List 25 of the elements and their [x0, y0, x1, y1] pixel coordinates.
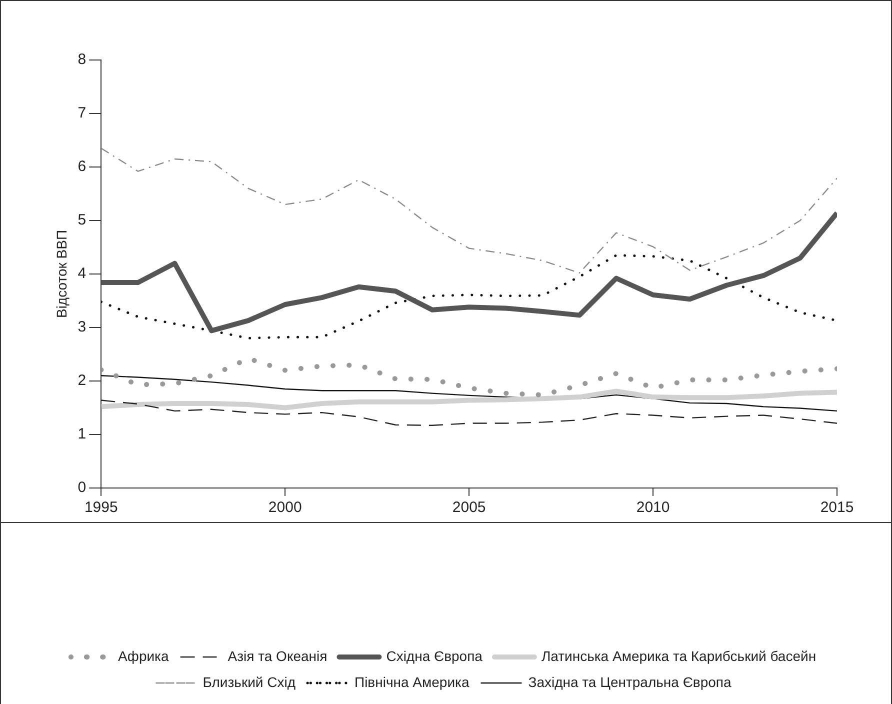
y-tick-label: 3	[78, 318, 86, 336]
line-series	[101, 254, 837, 340]
line-series	[101, 400, 837, 426]
y-tick-label: 4	[78, 265, 86, 282]
line-series	[101, 148, 837, 274]
legend-label: Східна Європа	[386, 648, 483, 664]
y-tick-label: 2	[78, 372, 86, 390]
x-tick-label: 2010	[636, 499, 670, 516]
legend-label: Північна Америка	[354, 674, 470, 690]
y-tick-label: 8	[78, 51, 86, 68]
x-tick-label: 2005	[452, 499, 486, 516]
y-tick-label: 5	[78, 212, 86, 229]
y-tick-label: 6	[78, 158, 86, 176]
x-tick-label: 2015	[820, 499, 854, 516]
y-axis-title: Відсоток ВВП	[53, 230, 70, 318]
x-tick-label: 2000	[268, 499, 302, 516]
legend-label: Західна та Центральна Європа	[528, 674, 732, 690]
y-tick-label: 0	[78, 479, 86, 496]
legend-label: Азія та Океанія	[228, 648, 328, 664]
legend-label: Латинська Америка та Карибський басейн	[541, 648, 816, 664]
x-tick-label: 1995	[84, 499, 118, 516]
legend-label: Африка	[118, 648, 169, 664]
y-tick-label: 1	[78, 426, 86, 443]
legend-label: Близький Схід	[202, 674, 296, 690]
y-tick-label: 7	[78, 104, 86, 122]
